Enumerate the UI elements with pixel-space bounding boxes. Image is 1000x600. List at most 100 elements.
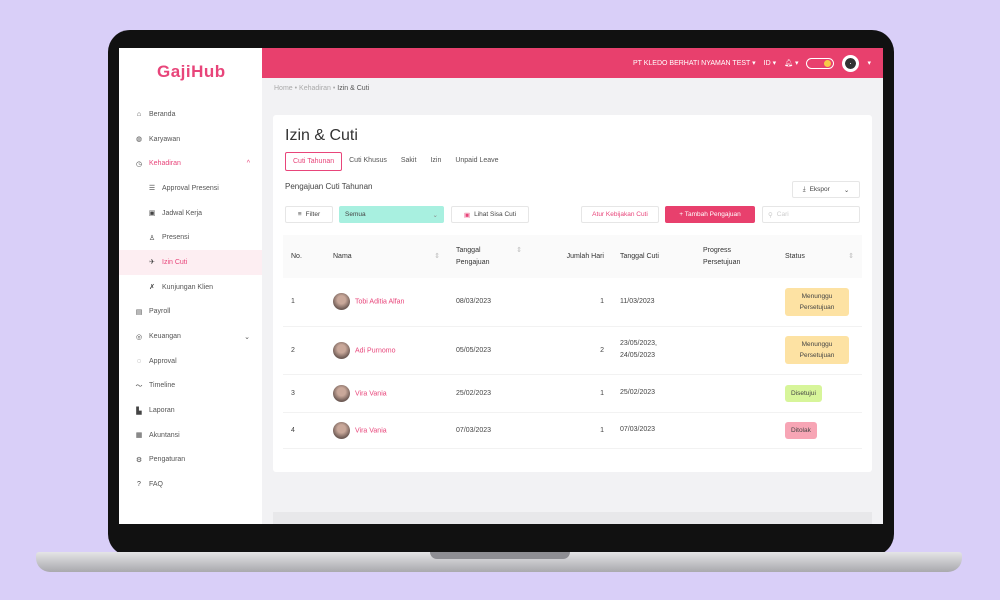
sidebar-item-timeline[interactable]: 〜 Timeline — [119, 374, 262, 399]
sidebar-item-approval-presensi[interactable]: ☰ Approval Presensi — [119, 176, 262, 201]
row-days: 1 — [530, 278, 612, 327]
search-input[interactable]: ⚲ Cari — [762, 206, 860, 223]
sidebar-item-label: Laporan — [149, 407, 175, 415]
logo[interactable]: GajiHub — [157, 62, 226, 81]
sort-icon[interactable]: ⇕ — [516, 246, 522, 254]
row-name[interactable]: Vira Vania — [325, 374, 448, 413]
sidebar-item-izin-cuti[interactable]: ✈ Izin Cuti — [119, 250, 262, 275]
sidebar-item-akuntansi[interactable]: ▦ Akuntansi — [119, 423, 262, 448]
col-nama[interactable]: Nama ⇕ — [325, 235, 448, 278]
tab-sakit[interactable]: Sakit — [400, 157, 417, 164]
sliders-icon: ☰ — [148, 185, 156, 193]
row-name[interactable]: Tobi Aditia Alfan — [325, 278, 448, 327]
col-status[interactable]: Status ⇕ — [777, 235, 862, 278]
bell-icon[interactable]: 🔔︎ ▾ — [784, 60, 799, 67]
sidebar-item-label: Presensi — [162, 234, 190, 242]
sidebar-item-presensi[interactable]: ♙ Presensi — [119, 225, 262, 250]
employee-name[interactable]: Vira Vania — [355, 389, 387, 397]
col-tanggal-cuti: Tanggal Cuti — [612, 235, 695, 278]
filter-button[interactable]: ≡ Filter — [285, 206, 333, 223]
sort-icon[interactable]: ⇕ — [848, 252, 854, 260]
breadcrumb: Home • Kehadiran • Izin & Cuti — [274, 85, 370, 92]
chevron-down-icon: ⌄ — [843, 186, 850, 194]
leave-dates: 25/02/2023 — [620, 389, 656, 396]
chevron-up-icon[interactable]: ^ — [246, 160, 250, 168]
row-submitted: 08/03/2023 — [448, 278, 530, 327]
row-name[interactable]: Vira Vania — [325, 412, 448, 449]
row-name[interactable]: Adi Purnomo — [325, 326, 448, 375]
tab-cuti-tahunan[interactable]: Cuti Tahunan — [285, 152, 343, 171]
sidebar-item-label: Approval — [149, 357, 177, 365]
breadcrumb-home[interactable]: Home — [274, 85, 293, 92]
sidebar-item-label: Karyawan — [149, 135, 181, 143]
top-bar: PT KLEDO BERHATI NYAMAN TEST ▾ ID ▾ 🔔︎ ▾… — [262, 48, 883, 78]
sidebar-item-pengaturan[interactable]: ⚙ Pengaturan — [119, 448, 262, 473]
row-days: 1 — [530, 412, 612, 449]
walk-icon: ✗ — [149, 284, 155, 292]
tab-unpaid-leave[interactable]: Unpaid Leave — [455, 157, 499, 164]
theme-toggle[interactable] — [806, 57, 835, 69]
export-button[interactable]: ⤓ Ekspor ⌄ — [792, 181, 860, 198]
lihat-sisa-cuti-label: Lihat Sisa Cuti — [474, 211, 517, 218]
tab-cuti-khusus[interactable]: Cuti Khusus — [349, 157, 387, 164]
sidebar-item-label: Pengaturan — [149, 456, 186, 464]
sidebar-item-kehadiran[interactable]: ◷ Kehadiran ^ — [119, 151, 262, 176]
screen: GajiHub ⌂ Beranda ◍ Karyawan ◷ Kehadiran ^ ☰ App… — [119, 48, 883, 524]
sort-icon[interactable]: ⇕ — [434, 252, 440, 260]
table-row[interactable]: 2 Adi Purnomo 05/05/2023 2 23/05/2023, 2… — [283, 326, 862, 375]
company-name: PT KLEDO BERHATI NYAMAN TEST — [632, 60, 751, 67]
employee-name[interactable]: Adi Purnomo — [355, 346, 396, 354]
employee-name[interactable]: Vira Vania — [355, 426, 387, 434]
tab-izin[interactable]: Izin — [430, 157, 442, 164]
sidebar-item-label: Payroll — [149, 308, 171, 316]
sidebar-item-label: Akuntansi — [149, 431, 180, 439]
avatar — [333, 384, 350, 402]
sidebar-item-keuangan[interactable]: ◎ Keuangan ⌄ — [119, 324, 262, 349]
sidebar-item-kunjungan-klien[interactable]: ✗ Kunjungan Klien — [119, 275, 262, 300]
sidebar-item-karyawan[interactable]: ◍ Karyawan — [119, 127, 262, 152]
atur-kebijakan-cuti-button[interactable]: Atur Kebijakan Cuti — [581, 206, 659, 223]
breadcrumb-kehadiran[interactable]: Kehadiran — [299, 85, 331, 92]
gear-icon: ⚙ — [135, 456, 143, 464]
sidebar-item-approval[interactable]: ◌ Approval — [119, 349, 262, 374]
sidebar-item-payroll[interactable]: ▤ Payroll — [119, 300, 262, 325]
sidebar-item-label: Beranda — [149, 110, 176, 118]
employee-name[interactable]: Tobi Aditia Alfan — [355, 298, 405, 306]
lihat-sisa-cuti-button[interactable]: ▣ Lihat Sisa Cuti — [451, 206, 529, 223]
col-tanggal-pengajuan[interactable]: Tanggal Pengajuan ⇕ — [448, 235, 530, 278]
row-progress — [695, 326, 777, 375]
tabs: Cuti Tahunan Cuti Khusus Sakit Izin Unpa… — [285, 152, 506, 171]
sidebar-nav: ⌂ Beranda ◍ Karyawan ◷ Kehadiran ^ ☰ Approval Pr… — [119, 102, 262, 497]
approval-icon: ◌ — [136, 357, 142, 365]
table-row[interactable]: 4 Vira Vania 07/03/2023 1 07/03/2023 Dit… — [283, 412, 862, 449]
clock-icon: ◷ — [135, 160, 143, 168]
row-submitted: 05/05/2023 — [448, 326, 530, 375]
sidebar-item-label: FAQ — [149, 481, 164, 489]
sidebar-item-laporan[interactable]: ▙ Laporan — [119, 398, 262, 423]
company-selector[interactable]: PT KLEDO BERHATI NYAMAN TEST ▾ — [632, 60, 756, 67]
status-select[interactable]: Semua ⌄ — [339, 206, 444, 223]
user-check-icon: ♙ — [148, 234, 156, 242]
row-submitted: 25/02/2023 — [448, 374, 530, 413]
avatar — [333, 341, 350, 359]
col-jumlah-hari: Jumlah Hari — [530, 235, 612, 278]
status-badge: Ditolak — [785, 421, 817, 439]
sidebar-item-beranda[interactable]: ⌂ Beranda — [119, 102, 262, 127]
status-badge: Menunggu Persetujuan — [785, 336, 849, 364]
table-row[interactable]: 1 Tobi Aditia Alfan 08/03/2023 1 11/03/2… — [283, 278, 862, 327]
sidebar-item-jadwal-kerja[interactable]: ▣ Jadwal Kerja — [119, 201, 262, 226]
chevron-down-icon[interactable]: ▾ — [867, 60, 871, 67]
search-icon: ⚲ — [768, 211, 773, 219]
language-selector[interactable]: ID ▾ — [763, 60, 777, 67]
row-submitted: 07/03/2023 — [448, 412, 530, 449]
col-tanggal-pengajuan-label: Tanggal Pengajuan — [456, 246, 490, 266]
leave-table: No. Nama ⇕ Tanggal Pengajuan ⇕ Jumlah Hari… — [283, 235, 862, 449]
user-avatar[interactable] — [842, 54, 860, 72]
chevron-down-icon[interactable]: ⌄ — [244, 333, 250, 341]
status-badge: Menunggu Persetujuan — [785, 287, 849, 316]
table-row[interactable]: 3 Vira Vania 25/02/2023 1 25/02/2023 Dis… — [283, 374, 862, 413]
tambah-pengajuan-button[interactable]: + Tambah Pengajuan — [665, 206, 755, 223]
sidebar-item-faq[interactable]: ? FAQ — [119, 472, 262, 497]
content-card: Izin & Cuti Cuti Tahunan Cuti Khusus Sak… — [273, 115, 872, 472]
sidebar-item-label: Kunjungan Klien — [162, 283, 213, 291]
